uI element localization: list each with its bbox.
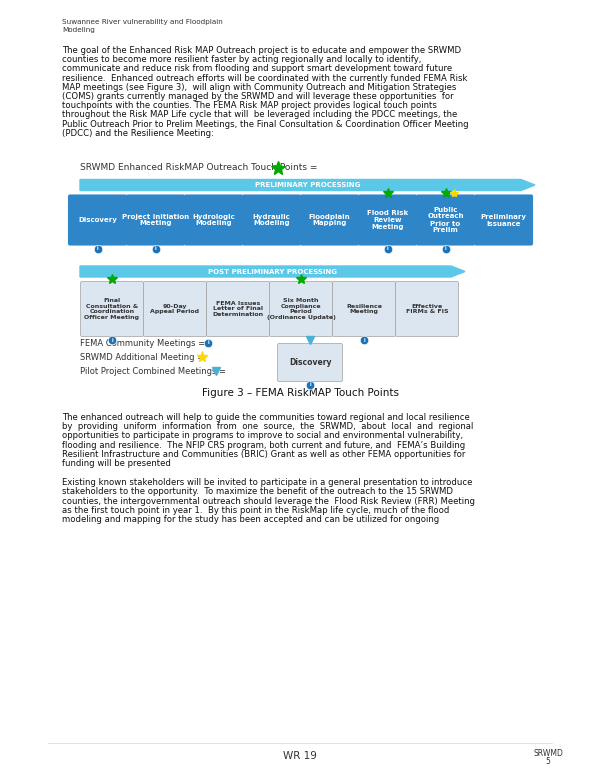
Text: Preliminary
Issuance: Preliminary Issuance — [481, 213, 527, 227]
Text: FEMA Community Meetings =: FEMA Community Meetings = — [80, 338, 205, 348]
Text: throughout the Risk MAP Life cycle that will  be leveraged including the PDCC me: throughout the Risk MAP Life cycle that … — [62, 110, 457, 120]
FancyBboxPatch shape — [127, 195, 185, 245]
FancyBboxPatch shape — [242, 195, 301, 245]
FancyArrow shape — [80, 266, 465, 277]
Text: i: i — [207, 341, 209, 345]
Text: SRWMD Enhanced RiskMAP Outreach Touch Points =: SRWMD Enhanced RiskMAP Outreach Touch Po… — [80, 164, 317, 172]
Text: communicate and reduce risk from flooding and support smart development toward f: communicate and reduce risk from floodin… — [62, 64, 452, 74]
Text: Six Month
Compliance
Period
(Ordinance Update): Six Month Compliance Period (Ordinance U… — [266, 298, 335, 320]
Text: SRWMD Additional Meeting =: SRWMD Additional Meeting = — [80, 352, 204, 362]
Text: counties, the intergovernmental outreach should leverage the  Flood Risk Review : counties, the intergovernmental outreach… — [62, 497, 475, 506]
Text: i: i — [445, 246, 446, 251]
Text: stakeholders to the opportunity.  To maximize the benefit of the outreach to the: stakeholders to the opportunity. To maxi… — [62, 487, 453, 497]
FancyBboxPatch shape — [416, 195, 475, 245]
FancyBboxPatch shape — [206, 282, 269, 337]
Text: Figure 3 – FEMA RiskMAP Touch Points: Figure 3 – FEMA RiskMAP Touch Points — [202, 388, 398, 398]
Text: Resilient Infrastructure and Communities (BRIC) Grant as well as other FEMA oppo: Resilient Infrastructure and Communities… — [62, 450, 466, 459]
Text: Pilot Project Combined Meetings =: Pilot Project Combined Meetings = — [80, 366, 226, 376]
Text: Final
Consultation &
Coordination
Officer Meeting: Final Consultation & Coordination Office… — [85, 298, 139, 320]
Text: funding will be presented: funding will be presented — [62, 459, 171, 468]
Text: touchpoints with the counties. The FEMA Risk MAP project provides logical touch : touchpoints with the counties. The FEMA … — [62, 101, 437, 110]
FancyBboxPatch shape — [185, 195, 242, 245]
Text: Flood Risk
Review
Meeting: Flood Risk Review Meeting — [367, 210, 408, 230]
Text: POST PRELIMINARY PROCESSING: POST PRELIMINARY PROCESSING — [208, 268, 337, 275]
Text: flooding and resilience.  The NFIP CRS program, both current and future, and  FE: flooding and resilience. The NFIP CRS pr… — [62, 441, 465, 449]
Text: modeling and mapping for the study has been accepted and can be utilized for ong: modeling and mapping for the study has b… — [62, 515, 439, 524]
FancyBboxPatch shape — [277, 344, 343, 382]
Text: Hydrologic
Modeling: Hydrologic Modeling — [192, 213, 235, 227]
Text: Discovery: Discovery — [289, 358, 331, 367]
Text: MAP meetings (see Figure 3),  will align with Community Outreach and Mitigation : MAP meetings (see Figure 3), will align … — [62, 83, 457, 92]
Text: i: i — [111, 338, 113, 342]
FancyBboxPatch shape — [143, 282, 206, 337]
Text: i: i — [97, 246, 98, 251]
FancyBboxPatch shape — [301, 195, 359, 245]
FancyBboxPatch shape — [359, 195, 416, 245]
Text: Effective
FIRMs & FIS: Effective FIRMs & FIS — [406, 303, 448, 314]
Text: The goal of the Enhanced Risk MAP Outreach project is to educate and empower the: The goal of the Enhanced Risk MAP Outrea… — [62, 46, 461, 55]
FancyBboxPatch shape — [332, 282, 395, 337]
Text: (COMS) grants currently managed by the SRWMD and will leverage these opportuniti: (COMS) grants currently managed by the S… — [62, 92, 454, 101]
Text: The enhanced outreach will help to guide the communities toward regional and loc: The enhanced outreach will help to guide… — [62, 413, 470, 422]
Text: resilience.  Enhanced outreach efforts will be coordinated with the currently fu: resilience. Enhanced outreach efforts wi… — [62, 74, 467, 82]
FancyBboxPatch shape — [395, 282, 458, 337]
Text: (PDCC) and the Resilience Meeting:: (PDCC) and the Resilience Meeting: — [62, 129, 214, 138]
Text: FEMA Issues
Letter of Final
Determination: FEMA Issues Letter of Final Determinatio… — [212, 300, 263, 317]
Text: Project Initiation
Meeting: Project Initiation Meeting — [122, 213, 189, 227]
Text: SRWMD: SRWMD — [533, 749, 563, 757]
Text: Suwannee River vulnerability and Floodplain: Suwannee River vulnerability and Floodpl… — [62, 19, 223, 25]
Text: 5: 5 — [545, 757, 550, 767]
Text: Public
Outreach
Prior to
Prelim: Public Outreach Prior to Prelim — [427, 206, 464, 234]
Text: i: i — [155, 246, 157, 251]
Text: Existing known stakeholders will be invited to participate in a general presenta: Existing known stakeholders will be invi… — [62, 478, 472, 487]
Text: 90-Day
Appeal Period: 90-Day Appeal Period — [151, 303, 199, 314]
Text: as the first touch point in year 1.  By this point in the RiskMap life cycle, mu: as the first touch point in year 1. By t… — [62, 506, 449, 514]
Text: Discovery: Discovery — [78, 217, 117, 223]
FancyBboxPatch shape — [269, 282, 332, 337]
Text: i: i — [386, 246, 388, 251]
Text: PRELIMINARY PROCESSING: PRELIMINARY PROCESSING — [255, 182, 360, 188]
FancyBboxPatch shape — [475, 195, 533, 245]
Text: Modeling: Modeling — [62, 27, 95, 33]
Text: Resilience
Meeting: Resilience Meeting — [346, 303, 382, 314]
FancyBboxPatch shape — [68, 195, 127, 245]
Text: Public Outreach Prior to Prelim Meetings, the Final Consultation & Coordination : Public Outreach Prior to Prelim Meetings… — [62, 120, 469, 129]
Text: Hydraulic
Modeling: Hydraulic Modeling — [253, 213, 290, 227]
Text: by  providing  uniform  information  from  one  source,  the  SRWMD,  about  loc: by providing uniform information from on… — [62, 422, 473, 431]
Text: opportunities to participate in programs to improve to social and environmental : opportunities to participate in programs… — [62, 431, 463, 441]
Text: i: i — [309, 383, 311, 387]
FancyBboxPatch shape — [80, 282, 143, 337]
Text: counties to become more resilient faster by acting regionally and locally to ide: counties to become more resilient faster… — [62, 55, 421, 64]
Text: Floodplain
Mapping: Floodplain Mapping — [308, 213, 350, 227]
Text: WR 19: WR 19 — [283, 751, 317, 761]
FancyArrow shape — [80, 179, 535, 190]
Text: i: i — [363, 338, 365, 342]
